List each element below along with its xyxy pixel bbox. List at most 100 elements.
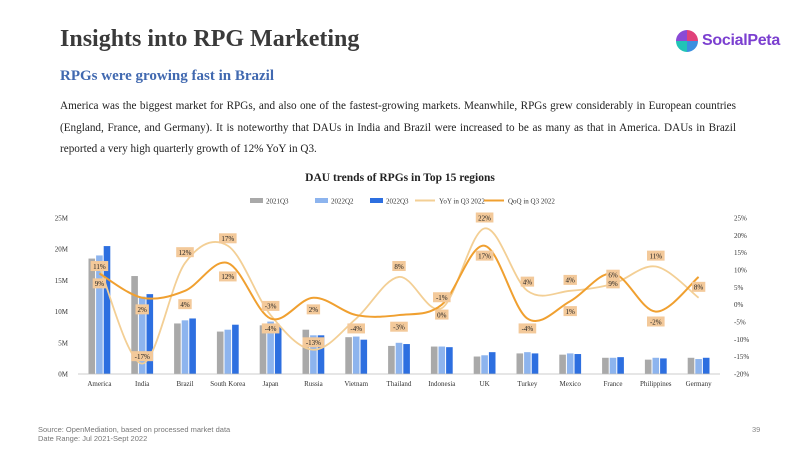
bar-2021q3	[516, 353, 524, 374]
data-label-box	[306, 304, 321, 315]
data-label: -2%	[650, 318, 662, 326]
data-label-box	[691, 281, 706, 292]
bar-2021q3	[687, 357, 695, 374]
bar-2022q3	[702, 357, 710, 374]
y-left-tick-label: 25M	[55, 215, 69, 223]
bar-2022q3	[531, 353, 539, 374]
data-label: 0%	[437, 311, 447, 319]
data-label: -4%	[350, 325, 362, 333]
bar-2021q3	[302, 329, 310, 374]
data-label: 1%	[566, 308, 576, 316]
data-label-box	[433, 292, 451, 303]
x-tick-label: Indonesia	[428, 380, 456, 388]
data-label: -3%	[265, 303, 277, 311]
x-tick-label: India	[135, 380, 150, 388]
bar-2022q2	[609, 357, 617, 374]
data-label: 4%	[180, 301, 190, 309]
data-label-box	[390, 321, 408, 332]
data-label-box	[647, 316, 665, 327]
data-label-box	[131, 351, 154, 362]
bar-2021q3	[559, 354, 566, 374]
x-tick-label: Russia	[304, 380, 324, 388]
legend-label: 2022Q2	[331, 198, 354, 206]
data-label-box	[176, 247, 194, 258]
x-tick-label: South Korea	[210, 380, 246, 388]
data-label-box	[261, 323, 280, 334]
x-tick-label: Vietnam	[344, 380, 368, 388]
data-label: 11%	[650, 252, 663, 260]
legend-swatch	[315, 198, 328, 203]
bar-2022q2	[524, 352, 531, 374]
bar-2021q3	[473, 356, 481, 374]
bar-2022q2	[310, 335, 317, 374]
data-label-box	[135, 304, 149, 315]
y-right-tick-label: -15%	[734, 353, 749, 361]
bar-2022q3	[360, 339, 368, 374]
y-right-tick-label: 20%	[734, 232, 747, 240]
data-label: -1%	[436, 294, 448, 302]
legend-label: 2021Q3	[266, 198, 289, 206]
data-label: 4%	[523, 278, 533, 286]
bar-2022q3	[103, 246, 111, 374]
data-label: 9%	[95, 280, 105, 288]
x-tick-label: Turkey	[517, 380, 537, 388]
data-label: 8%	[394, 263, 404, 271]
dau-chart: 2021Q3 2022Q2 2022Q3 YoY in Q3 2022 QoQ in Q…	[55, 198, 750, 389]
legend-label: YoY in Q3 2022	[439, 198, 485, 206]
data-label: 12%	[221, 273, 234, 281]
data-label-box	[261, 300, 280, 311]
data-label-box	[606, 278, 620, 289]
legend-swatch	[250, 198, 263, 203]
data-label: 17%	[221, 235, 234, 243]
footer-source: Source: OpenMediation, based on processe…	[38, 425, 230, 443]
section-subtitle: RPGs were growing fast in Brazil	[60, 68, 275, 84]
bar-2021q3	[388, 345, 395, 374]
data-label: -4%	[522, 325, 534, 333]
x-tick-label: UK	[480, 380, 490, 388]
data-label-box	[219, 233, 237, 244]
data-label: 11%	[93, 263, 106, 271]
y-left-tick-label: 5M	[58, 339, 69, 347]
data-label-box	[563, 306, 577, 317]
chart-title: DAU trends of RPGs in Top 15 regions	[305, 172, 495, 184]
data-label-box	[606, 269, 620, 280]
qoq-line	[98, 244, 700, 322]
bar-2022q2	[224, 329, 232, 374]
bar-2022q3	[232, 324, 239, 374]
data-label-box	[347, 323, 365, 334]
data-label: 9%	[608, 280, 618, 288]
data-label-box	[92, 278, 107, 289]
y-right-tick-label: 25%	[734, 215, 747, 223]
data-label-box	[520, 276, 535, 287]
data-label-box	[90, 261, 109, 272]
data-label-box	[392, 261, 406, 272]
x-tick-label: Mexico	[560, 380, 582, 388]
data-label: 8%	[694, 284, 704, 292]
bar-2022q3	[617, 357, 624, 374]
bar-2022q2	[138, 296, 146, 374]
bar-2022q3	[189, 318, 196, 374]
bar-2021q3	[259, 325, 267, 374]
bar-2022q3	[403, 344, 410, 374]
bar-2022q2	[395, 342, 403, 374]
y-right-tick-label: -10%	[734, 336, 749, 344]
x-tick-label: Philippines	[640, 380, 672, 388]
date-range-text: Date Range: Jul 2021-Sept 2022	[38, 434, 148, 443]
legend-label: QoQ in Q3 2022	[508, 198, 555, 206]
data-label-box	[475, 250, 494, 261]
y-left-tick-label: 15M	[55, 277, 69, 285]
data-label: 4%	[566, 277, 576, 285]
bar-2022q2	[438, 346, 446, 374]
bar-2021q3	[216, 331, 224, 374]
data-label: 2%	[138, 306, 148, 314]
brand-logo: SocialPeta	[676, 30, 780, 52]
bar-2022q3	[146, 294, 154, 374]
bar-2021q3	[131, 276, 138, 374]
data-label: 2%	[309, 306, 319, 314]
bar-2022q2	[352, 336, 360, 374]
data-label-box	[219, 271, 237, 282]
bar-2022q2	[96, 255, 103, 374]
data-label: 6%	[608, 272, 618, 280]
bar-2022q3	[660, 358, 667, 374]
bar-2022q2	[181, 320, 189, 374]
